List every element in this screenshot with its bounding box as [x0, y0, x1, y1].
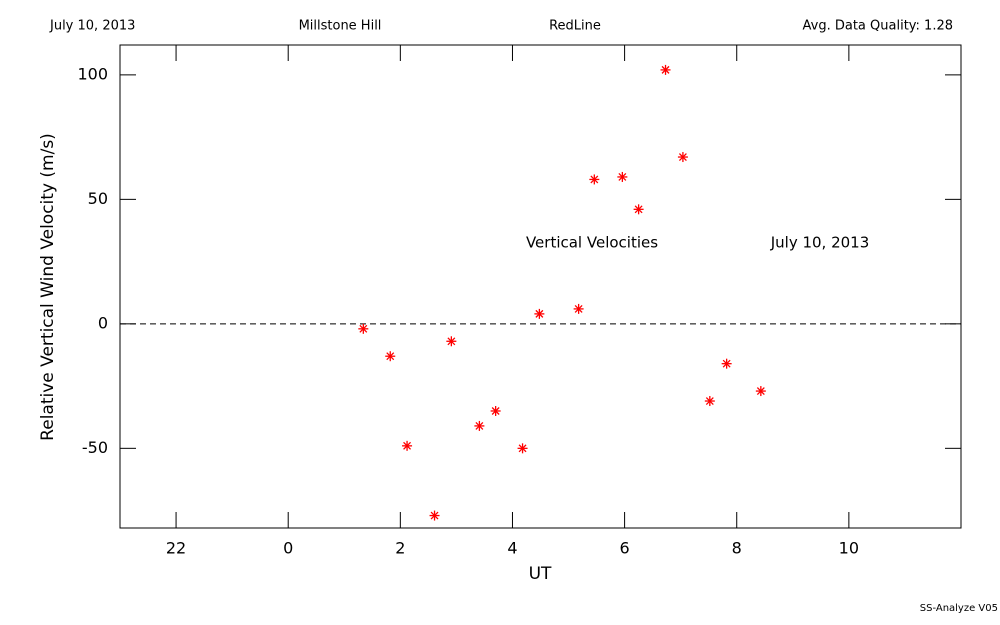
header-site: Millstone Hill — [299, 19, 382, 34]
point-stroke — [756, 387, 765, 396]
point-stroke — [386, 352, 395, 361]
point — [721, 358, 732, 369]
point-stroke — [430, 511, 439, 520]
x-tick-label: 2 — [395, 539, 405, 558]
point-stroke — [678, 153, 687, 161]
point — [402, 440, 413, 451]
point-stroke — [447, 337, 456, 346]
point — [573, 303, 584, 314]
point-stroke — [475, 421, 484, 430]
x-tick-label: 10 — [839, 539, 859, 558]
point-stroke — [722, 359, 731, 368]
point-stroke — [535, 309, 544, 318]
point-stroke — [590, 175, 599, 184]
point-stroke — [618, 172, 627, 181]
point — [677, 152, 688, 163]
point — [490, 405, 501, 416]
point — [660, 64, 671, 75]
point — [429, 510, 440, 521]
point — [446, 336, 457, 347]
point-stroke — [491, 407, 500, 415]
x-tick-label: 4 — [507, 539, 517, 558]
annotation: July 10, 2013 — [770, 234, 870, 252]
point — [534, 308, 545, 319]
point — [617, 171, 628, 182]
point — [385, 351, 396, 362]
point-stroke — [705, 397, 714, 405]
point-stroke — [403, 441, 412, 450]
x-axis-label: UT — [529, 564, 552, 584]
point — [704, 396, 715, 407]
plot-frame — [119, 44, 962, 529]
point — [755, 386, 766, 397]
header-instrument: RedLine — [549, 19, 601, 34]
point-stroke — [359, 324, 368, 333]
point — [474, 420, 485, 431]
point-stroke — [634, 205, 643, 214]
y-tick-label: 100 — [77, 64, 108, 83]
point-stroke — [518, 444, 527, 453]
y-axis-label: Relative Vertical Wind Velocity (m/s) — [38, 133, 58, 441]
y-tick-label: 50 — [88, 189, 108, 208]
x-tick-label: 8 — [732, 539, 742, 558]
y-tick-label: 0 — [98, 313, 108, 332]
annotation: Vertical Velocities — [526, 234, 658, 252]
point — [633, 204, 644, 215]
x-tick-label: 6 — [620, 539, 630, 558]
x-tick-label: 22 — [166, 539, 186, 558]
footer: SS-Analyze V05 — [920, 603, 998, 614]
point — [517, 443, 528, 454]
header-date: July 10, 2013 — [49, 19, 135, 34]
point — [358, 323, 369, 334]
point — [589, 174, 600, 185]
header-quality: Avg. Data Quality: 1.28 — [803, 19, 953, 34]
y-tick-label: -50 — [82, 438, 108, 457]
point-stroke — [574, 304, 583, 313]
x-tick-label: 0 — [283, 539, 293, 558]
point-stroke — [661, 65, 670, 74]
